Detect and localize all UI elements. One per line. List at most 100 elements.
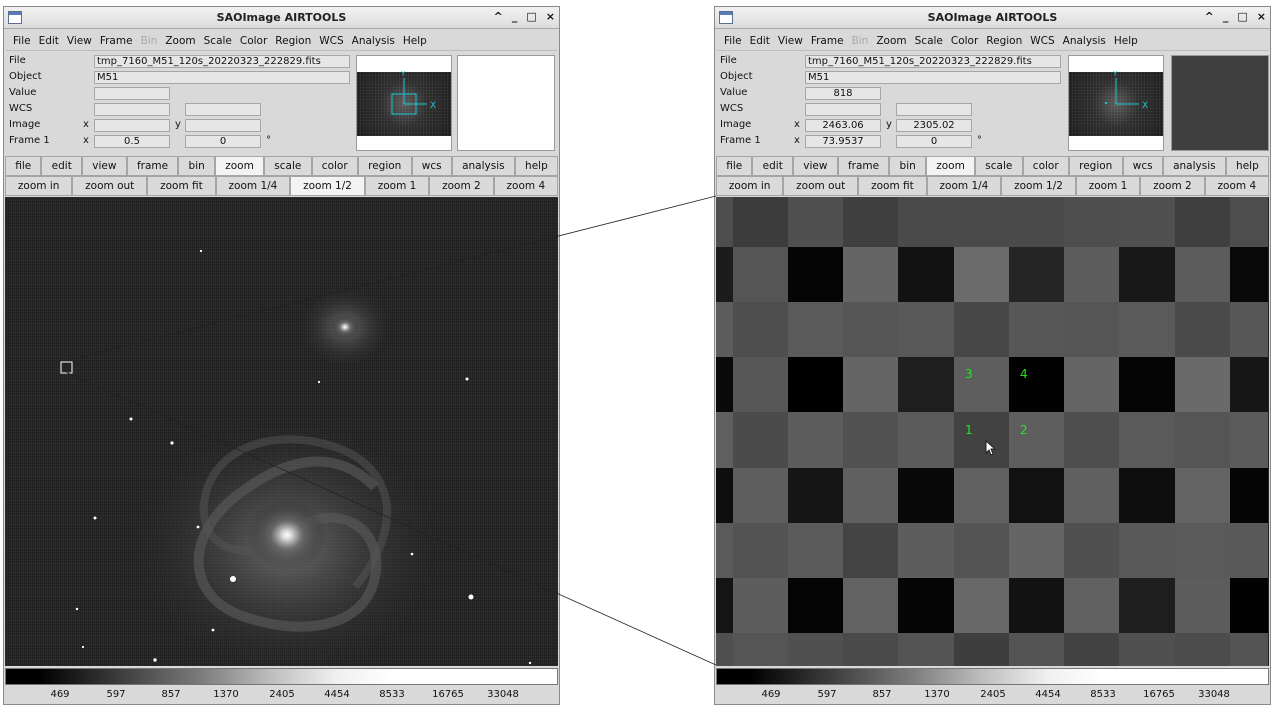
close-icon[interactable]: × xyxy=(1256,10,1266,23)
pixel-cell xyxy=(898,578,954,633)
menu-file[interactable]: File xyxy=(13,34,31,47)
menu-analysis[interactable]: Analysis xyxy=(351,34,395,47)
btn-zoom-out[interactable]: zoom out xyxy=(72,176,148,196)
panner[interactable]: X Y xyxy=(1068,55,1164,151)
btn-analysis[interactable]: analysis xyxy=(1162,156,1226,176)
minimize-icon[interactable]: _ xyxy=(1222,10,1229,23)
btn-zoom-2[interactable]: zoom 2 xyxy=(1140,176,1205,196)
btn-scale[interactable]: scale xyxy=(975,156,1023,176)
btn-bin[interactable]: bin xyxy=(178,156,216,176)
pixel-cell xyxy=(1119,578,1175,633)
btn-analysis[interactable]: analysis xyxy=(451,156,515,176)
btn-zoom-1-2[interactable]: zoom 1/2 xyxy=(1001,176,1076,196)
btn-region[interactable]: region xyxy=(1068,156,1123,176)
menu-zoom[interactable]: Zoom xyxy=(165,34,196,47)
menu-color[interactable]: Color xyxy=(950,34,979,47)
pixel-cell xyxy=(1119,468,1175,523)
pixel-cell xyxy=(1064,247,1119,302)
menu-edit[interactable]: Edit xyxy=(749,34,770,47)
btn-zoom-out[interactable]: zoom out xyxy=(783,176,859,196)
btn-file[interactable]: file xyxy=(716,156,753,176)
btn-zoom-1-4[interactable]: zoom 1/4 xyxy=(215,176,291,196)
btn-scale[interactable]: scale xyxy=(264,156,312,176)
btn-zoom-1[interactable]: zoom 1 xyxy=(364,176,430,196)
window-menu-icon[interactable] xyxy=(8,11,22,24)
shade-icon[interactable]: ^ xyxy=(1204,10,1214,23)
btn-zoom-in[interactable]: zoom in xyxy=(5,176,73,196)
zoom-region-box[interactable] xyxy=(60,361,73,374)
panner-x-label: X xyxy=(430,101,436,111)
btn-zoom-1-2[interactable]: zoom 1/2 xyxy=(290,176,365,196)
wcs-field-2 xyxy=(896,103,972,116)
menu-zoom[interactable]: Zoom xyxy=(876,34,907,47)
minimize-icon[interactable]: _ xyxy=(511,10,518,23)
menu-edit[interactable]: Edit xyxy=(38,34,59,47)
btn-view[interactable]: view xyxy=(793,156,838,176)
image-canvas[interactable]: 1 2 3 4 xyxy=(716,197,1269,666)
menu-frame[interactable]: Frame xyxy=(99,34,133,47)
menu-wcs[interactable]: WCS xyxy=(319,34,344,47)
btn-zoom-4[interactable]: zoom 4 xyxy=(1204,176,1270,196)
menu-scale[interactable]: Scale xyxy=(914,34,943,47)
menu-file[interactable]: File xyxy=(724,34,742,47)
btn-help[interactable]: help xyxy=(514,156,558,176)
pixel-label-3: 3 xyxy=(965,367,973,381)
main-button-bar: file edit view frame bin zoom scale colo… xyxy=(716,156,1269,176)
btn-wcs[interactable]: wcs xyxy=(1122,156,1163,176)
colorbar-tick: 597 xyxy=(106,689,126,700)
pixel-cell xyxy=(1119,633,1175,666)
btn-help[interactable]: help xyxy=(1225,156,1269,176)
btn-bin[interactable]: bin xyxy=(889,156,927,176)
title-bar[interactable]: SAOImage AIRTOOLS ^ _ □ × xyxy=(715,7,1270,29)
btn-frame[interactable]: frame xyxy=(126,156,179,176)
btn-zoom-fit[interactable]: zoom fit xyxy=(858,176,927,196)
menu-wcs[interactable]: WCS xyxy=(1030,34,1055,47)
btn-zoom-1[interactable]: zoom 1 xyxy=(1075,176,1141,196)
menu-view[interactable]: View xyxy=(66,34,92,47)
colorbar[interactable] xyxy=(5,668,558,685)
btn-zoom-in[interactable]: zoom in xyxy=(716,176,784,196)
btn-view[interactable]: view xyxy=(82,156,127,176)
pixel-cell xyxy=(1230,468,1268,523)
shade-icon[interactable]: ^ xyxy=(493,10,503,23)
btn-color[interactable]: color xyxy=(311,156,358,176)
btn-zoom[interactable]: zoom xyxy=(926,156,976,176)
colorbar[interactable] xyxy=(716,668,1269,685)
menu-help[interactable]: Help xyxy=(402,34,427,47)
image-x-label: x xyxy=(794,119,800,130)
pixel-cell xyxy=(1175,523,1230,578)
pixel-cell xyxy=(1175,247,1230,302)
menu-view[interactable]: View xyxy=(777,34,803,47)
panner-view-box[interactable] xyxy=(1105,102,1107,104)
btn-region[interactable]: region xyxy=(357,156,412,176)
menu-region[interactable]: Region xyxy=(275,34,312,47)
menu-scale[interactable]: Scale xyxy=(203,34,232,47)
pixel-cell xyxy=(1064,523,1119,578)
btn-file[interactable]: file xyxy=(5,156,42,176)
btn-frame[interactable]: frame xyxy=(837,156,890,176)
menu-help[interactable]: Help xyxy=(1113,34,1138,47)
panner[interactable]: X Y xyxy=(356,55,452,151)
image-canvas[interactable] xyxy=(5,197,558,666)
btn-zoom-1-4[interactable]: zoom 1/4 xyxy=(926,176,1002,196)
colorbar-tick: 8533 xyxy=(379,689,405,700)
colorbar-tick: 8533 xyxy=(1090,689,1116,700)
menu-analysis[interactable]: Analysis xyxy=(1062,34,1106,47)
title-bar[interactable]: SAOImage AIRTOOLS ^ _ □ × xyxy=(4,7,559,29)
menu-frame[interactable]: Frame xyxy=(810,34,844,47)
maximize-icon[interactable]: □ xyxy=(1237,10,1248,23)
btn-zoom-fit[interactable]: zoom fit xyxy=(147,176,216,196)
btn-wcs[interactable]: wcs xyxy=(411,156,452,176)
btn-zoom-2[interactable]: zoom 2 xyxy=(429,176,494,196)
btn-edit[interactable]: edit xyxy=(41,156,83,176)
menu-region[interactable]: Region xyxy=(986,34,1023,47)
btn-color[interactable]: color xyxy=(1022,156,1069,176)
maximize-icon[interactable]: □ xyxy=(526,10,537,23)
btn-edit[interactable]: edit xyxy=(752,156,794,176)
window-menu-icon[interactable] xyxy=(719,11,733,24)
window-title: SAOImage AIRTOOLS xyxy=(927,11,1058,24)
btn-zoom-4[interactable]: zoom 4 xyxy=(493,176,559,196)
btn-zoom[interactable]: zoom xyxy=(215,156,265,176)
menu-color[interactable]: Color xyxy=(239,34,268,47)
close-icon[interactable]: × xyxy=(545,10,555,23)
